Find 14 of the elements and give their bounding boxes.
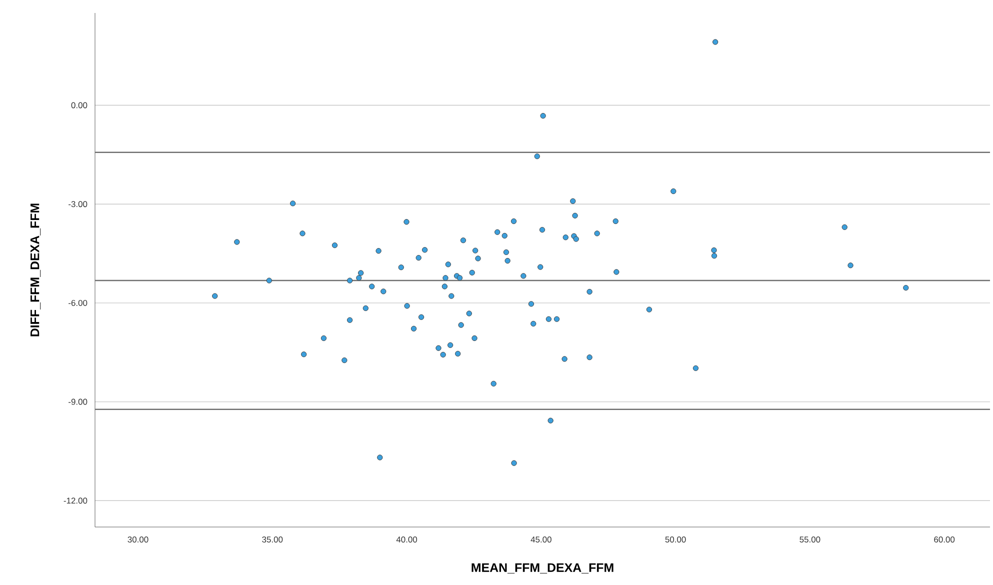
y-tick-label: -9.00 <box>68 398 88 405</box>
x-tick-label: 40.00 <box>396 536 418 543</box>
y-tick-label: -12.00 <box>64 498 88 504</box>
x-tick-label: 50.00 <box>665 536 686 543</box>
x-tick-label: 30.00 <box>128 536 148 543</box>
x-tick-label: 35.00 <box>262 536 283 543</box>
x-tick-label: 60.00 <box>934 536 955 543</box>
y-tick-label: -3.00 <box>68 201 88 208</box>
y-tick-label: 0.00 <box>71 102 88 108</box>
x-tick-label: 55.00 <box>800 536 820 543</box>
x-axis-title: MEAN_FFM_DEXA_FFM <box>472 563 614 574</box>
y-tick-label: -6.00 <box>68 300 88 306</box>
x-tick-label: 45.00 <box>530 536 552 543</box>
y-axis-title: DIFF_FFM_DEXA_FFM <box>30 204 41 336</box>
